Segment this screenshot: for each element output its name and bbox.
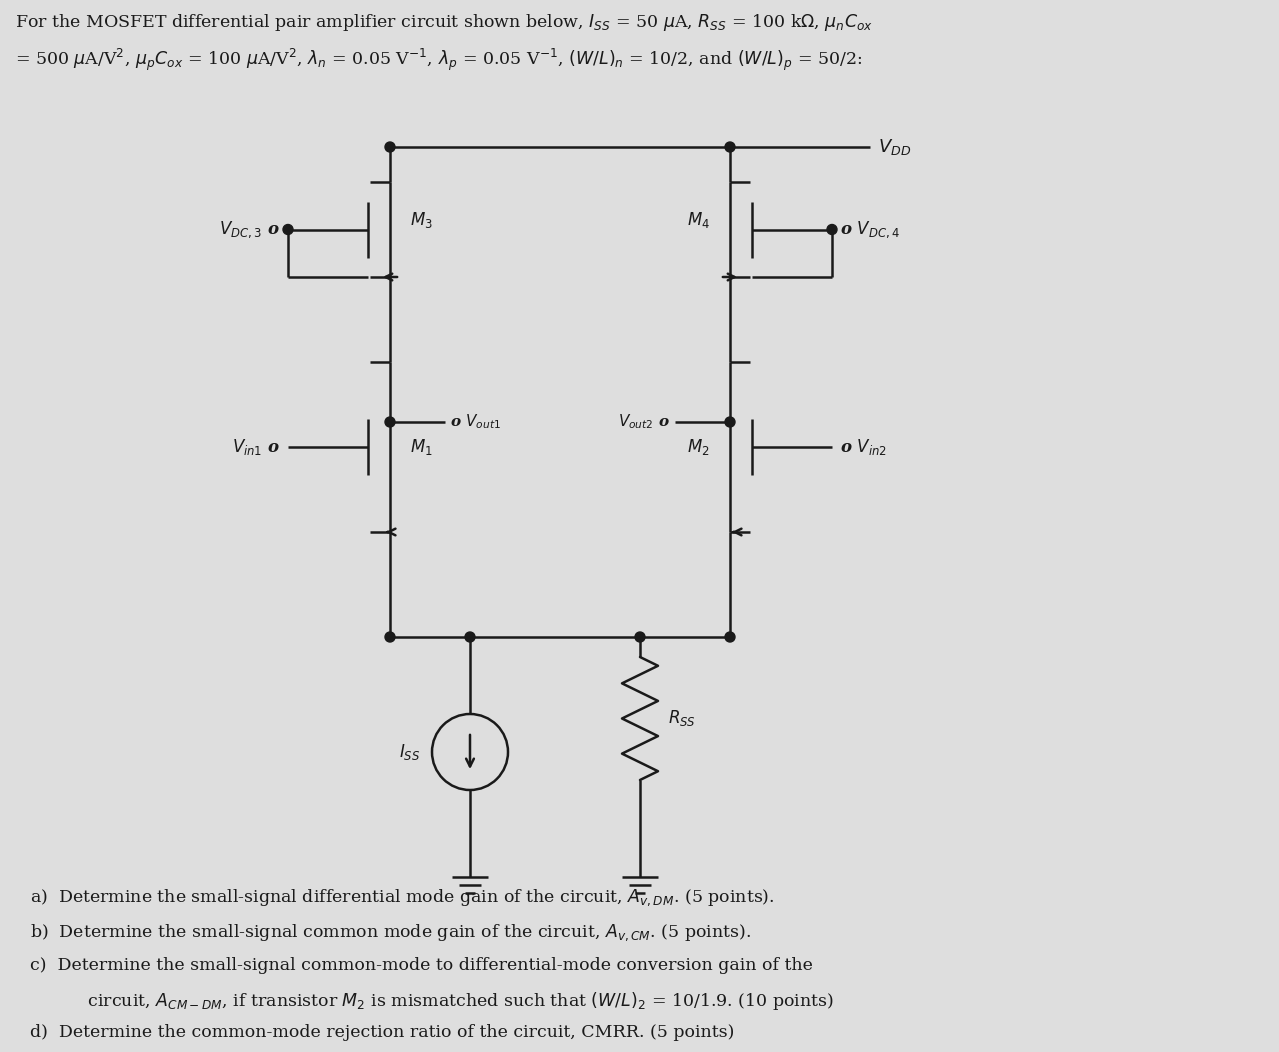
Circle shape	[725, 632, 735, 642]
Text: a)  Determine the small-signal differential mode gain of the circuit, $A_{v,DM}$: a) Determine the small-signal differenti…	[29, 887, 775, 908]
Circle shape	[725, 417, 735, 427]
Text: $M_2$: $M_2$	[687, 437, 710, 457]
Circle shape	[385, 632, 395, 642]
Text: o $V_{DC,4}$: o $V_{DC,4}$	[840, 219, 900, 240]
Circle shape	[385, 417, 395, 427]
Text: b)  Determine the small-signal common mode gain of the circuit, $A_{v,CM}$. (5 p: b) Determine the small-signal common mod…	[29, 922, 751, 943]
Text: $V_{DD}$: $V_{DD}$	[877, 137, 911, 157]
Circle shape	[385, 142, 395, 151]
Text: $V_{DC,3}$ o: $V_{DC,3}$ o	[219, 219, 280, 240]
Text: $M_3$: $M_3$	[411, 209, 432, 229]
Circle shape	[828, 224, 836, 235]
Text: $R_{SS}$: $R_{SS}$	[668, 708, 696, 728]
Text: o $V_{in2}$: o $V_{in2}$	[840, 437, 888, 457]
Text: For the MOSFET differential pair amplifier circuit shown below, $I_{SS}$ = 50 $\: For the MOSFET differential pair amplifi…	[15, 12, 874, 33]
Text: o $V_{out1}$: o $V_{out1}$	[450, 412, 501, 431]
Text: = 500 $\mu$A/V$^2$, $\mu_p C_{ox}$ = 100 $\mu$A/V$^2$, $\lambda_n$ = 0.05 V$^{-1: = 500 $\mu$A/V$^2$, $\mu_p C_{ox}$ = 100…	[15, 47, 862, 74]
Circle shape	[466, 632, 475, 642]
Text: circuit, $A_{CM-DM}$, if transistor $M_2$ is mismatched such that $(W/L)_2$ = 10: circuit, $A_{CM-DM}$, if transistor $M_2…	[60, 990, 834, 1012]
Text: d)  Determine the common-mode rejection ratio of the circuit, CMRR. (5 points): d) Determine the common-mode rejection r…	[29, 1024, 734, 1041]
Circle shape	[283, 224, 293, 235]
Text: $M_4$: $M_4$	[687, 209, 710, 229]
Text: $I_{SS}$: $I_{SS}$	[399, 742, 420, 762]
Circle shape	[634, 632, 645, 642]
Text: c)  Determine the small-signal common-mode to differential-mode conversion gain : c) Determine the small-signal common-mod…	[29, 957, 813, 974]
Circle shape	[725, 142, 735, 151]
Text: $V_{in1}$ o: $V_{in1}$ o	[231, 437, 280, 457]
Text: $M_1$: $M_1$	[411, 437, 432, 457]
Text: $V_{out2}$ o: $V_{out2}$ o	[618, 412, 670, 431]
